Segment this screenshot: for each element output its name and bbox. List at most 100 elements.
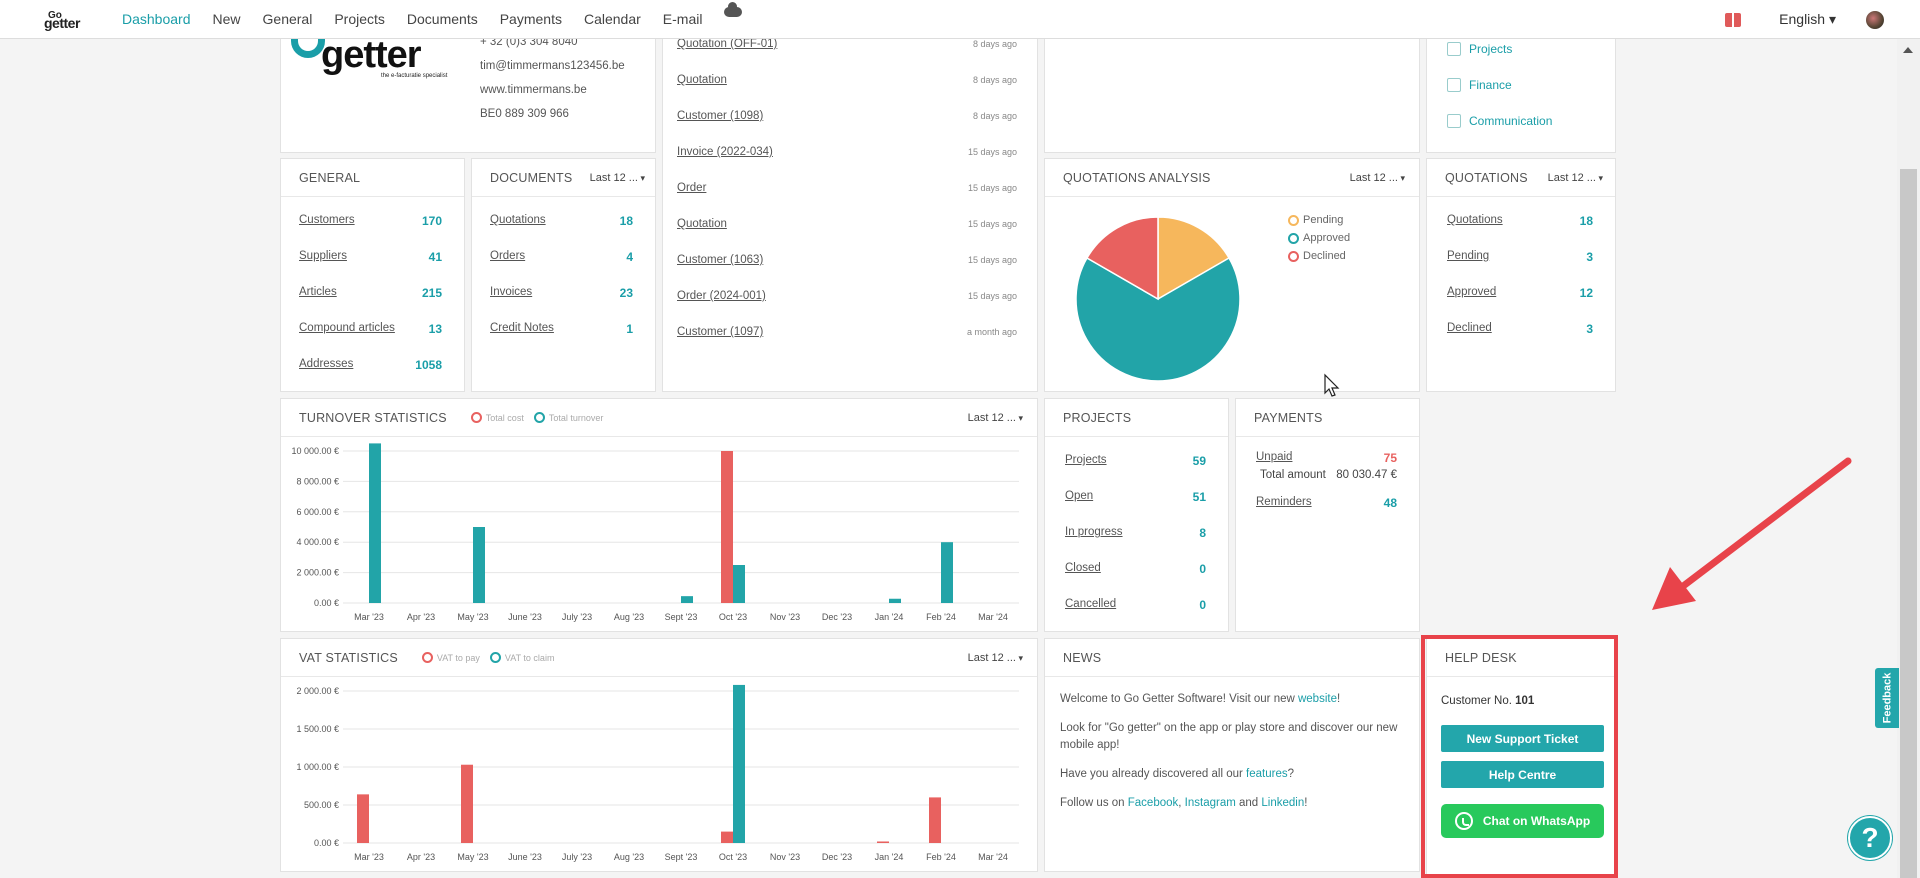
legend-total-turnover[interactable]: Total turnover	[533, 412, 603, 423]
facebook-link[interactable]: Facebook	[1127, 797, 1179, 809]
scroll-up-icon[interactable]	[1903, 47, 1913, 53]
projects-row[interactable]: Open 51	[1065, 490, 1206, 504]
menu-new[interactable]: New	[212, 11, 241, 27]
recent-link[interactable]: Customer (1063)	[677, 254, 764, 266]
documents-row[interactable]: Orders 4	[490, 250, 633, 264]
documents-row[interactable]: Credit Notes 1	[490, 322, 633, 336]
recent-link[interactable]: Quotation	[677, 218, 727, 230]
app-communication[interactable]: Communication	[1447, 114, 1552, 128]
cloud-icon[interactable]	[724, 2, 743, 17]
documents-row[interactable]: Quotations 18	[490, 214, 633, 228]
general-row-label[interactable]: Compound articles	[299, 322, 395, 334]
list-item[interactable]: Invoice (2022-034) 15 days ago	[677, 146, 1017, 158]
recent-link[interactable]: Order (2024-001)	[677, 290, 766, 302]
quotations-row-label[interactable]: Declined	[1447, 322, 1492, 334]
app-finance[interactable]: Finance	[1447, 78, 1512, 92]
documents-row-label[interactable]: Orders	[490, 250, 526, 262]
list-item[interactable]: Order 15 days ago	[677, 182, 1017, 194]
company-website[interactable]: www.timmermans.be	[480, 84, 587, 96]
projects-row-label[interactable]: Open	[1065, 490, 1094, 502]
list-item[interactable]: Customer (1063) 15 days ago	[677, 254, 1017, 266]
new-support-ticket-button[interactable]: New Support Ticket	[1441, 725, 1604, 752]
list-item[interactable]: Customer (1098) 8 days ago	[677, 110, 1017, 122]
menu-payments[interactable]: Payments	[499, 11, 562, 27]
scrollbar-thumb[interactable]	[1900, 169, 1917, 878]
user-avatar[interactable]	[1866, 10, 1884, 29]
general-row[interactable]: Customers 170	[299, 214, 442, 228]
turnover-period-dropdown[interactable]: Last 12 ...	[968, 412, 1023, 424]
list-item[interactable]: Quotation (OFF-01) 8 days ago	[677, 38, 1017, 50]
quotations-row[interactable]: Quotations 18	[1447, 214, 1593, 228]
general-row-label[interactable]: Articles	[299, 286, 337, 298]
payments-reminders-row[interactable]: Reminders 48	[1256, 496, 1397, 510]
recent-link[interactable]: Order	[677, 182, 707, 194]
gogetter-logo[interactable]: Go getter	[44, 6, 100, 32]
page-scrollbar[interactable]	[1897, 39, 1920, 878]
vat-period-dropdown[interactable]: Last 12 ...	[968, 652, 1023, 664]
general-row-label[interactable]: Addresses	[299, 358, 354, 370]
quotations-period-dropdown[interactable]: Last 12 ...	[1548, 172, 1603, 184]
projects-row[interactable]: Projects 59	[1065, 454, 1206, 468]
payments-unpaid-label[interactable]: Unpaid	[1256, 451, 1293, 463]
whatsapp-chat-button[interactable]: Chat on WhatsApp	[1441, 804, 1604, 838]
quotations-row-label[interactable]: Quotations	[1447, 214, 1503, 226]
feedback-tab[interactable]: Feedback	[1875, 668, 1899, 728]
help-centre-button[interactable]: Help Centre	[1441, 761, 1604, 788]
menu-email[interactable]: E-mail	[662, 11, 703, 27]
recent-link[interactable]: Quotation (OFF-01)	[677, 38, 778, 50]
documents-row-label[interactable]: Credit Notes	[490, 322, 554, 334]
legend-total-cost[interactable]: Total cost	[470, 412, 524, 423]
linkedin-link[interactable]: Linkedin	[1261, 797, 1305, 809]
app-projects-label: Projects	[1469, 42, 1513, 56]
projects-row-label[interactable]: Closed	[1065, 562, 1101, 574]
recent-link[interactable]: Customer (1098)	[677, 110, 764, 122]
help-question-icon[interactable]: ?	[1848, 816, 1892, 860]
quotations-analysis-period-dropdown[interactable]: Last 12 ...	[1350, 172, 1405, 184]
y-tick-label: 2 000.00 €	[296, 686, 339, 696]
payments-reminders-label[interactable]: Reminders	[1256, 496, 1312, 508]
menu-dashboard[interactable]: Dashboard	[122, 11, 191, 27]
general-row-label[interactable]: Suppliers	[299, 250, 347, 262]
quotations-row[interactable]: Declined 3	[1447, 322, 1593, 336]
company-email[interactable]: tim@timmermans123456.be	[480, 60, 625, 72]
projects-row-label[interactable]: Projects	[1065, 454, 1107, 466]
documents-row[interactable]: Invoices 23	[490, 286, 633, 300]
list-item[interactable]: Order (2024-001) 15 days ago	[677, 290, 1017, 302]
recent-link[interactable]: Quotation	[677, 74, 727, 86]
list-item[interactable]: Quotation 8 days ago	[677, 74, 1017, 86]
language-selector[interactable]: English	[1779, 11, 1836, 28]
quotations-row-label[interactable]: Pending	[1447, 250, 1490, 262]
general-row[interactable]: Addresses 1058	[299, 358, 442, 372]
list-item[interactable]: Customer (1097) a month ago	[677, 326, 1017, 338]
app-projects[interactable]: Projects	[1447, 42, 1512, 56]
quotations-row[interactable]: Approved 12	[1447, 286, 1593, 300]
features-link[interactable]: features	[1246, 768, 1288, 780]
payments-unpaid-row[interactable]: Unpaid 75	[1256, 451, 1397, 465]
documents-period-dropdown[interactable]: Last 12 ...	[590, 172, 645, 184]
projects-row[interactable]: Cancelled 0	[1065, 598, 1206, 612]
general-row[interactable]: Suppliers 41	[299, 250, 442, 264]
menu-documents[interactable]: Documents	[406, 11, 478, 27]
general-row[interactable]: Compound articles 13	[299, 322, 442, 336]
recent-link[interactable]: Invoice (2022-034)	[677, 146, 773, 158]
menu-projects[interactable]: Projects	[334, 11, 385, 27]
documents-row-label[interactable]: Quotations	[490, 214, 546, 226]
list-item[interactable]: Quotation 15 days ago	[677, 218, 1017, 230]
menu-general[interactable]: General	[262, 11, 313, 27]
instagram-link[interactable]: Instagram	[1184, 797, 1236, 809]
website-link[interactable]: website	[1297, 693, 1337, 705]
projects-row-label[interactable]: In progress	[1065, 526, 1123, 538]
menu-calendar[interactable]: Calendar	[583, 11, 641, 27]
quotations-row-label[interactable]: Approved	[1447, 286, 1497, 298]
quotations-row[interactable]: Pending 3	[1447, 250, 1593, 264]
projects-row-label[interactable]: Cancelled	[1065, 598, 1117, 610]
projects-row[interactable]: In progress 8	[1065, 526, 1206, 540]
legend-vat-to-pay[interactable]: VAT to pay	[421, 652, 480, 663]
projects-row[interactable]: Closed 0	[1065, 562, 1206, 576]
documents-row-label[interactable]: Invoices	[490, 286, 533, 298]
general-row-label[interactable]: Customers	[299, 214, 355, 226]
legend-vat-to-claim[interactable]: VAT to claim	[489, 652, 554, 663]
recent-link[interactable]: Customer (1097)	[677, 326, 764, 338]
general-row[interactable]: Articles 215	[299, 286, 442, 300]
gift-icon[interactable]	[1725, 12, 1742, 27]
